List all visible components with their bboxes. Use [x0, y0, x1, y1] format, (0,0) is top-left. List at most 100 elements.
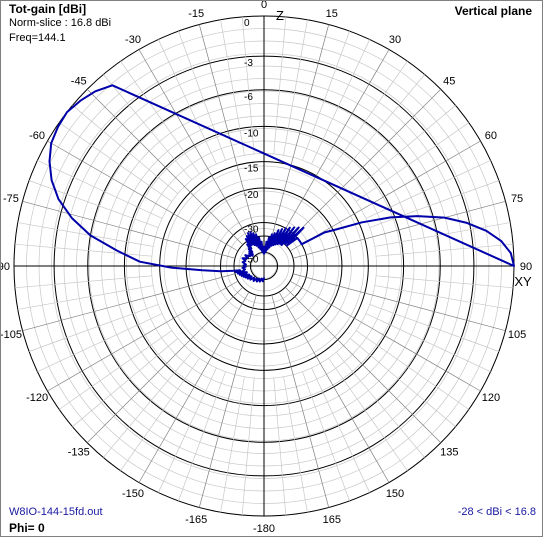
angle-spoke	[103, 74, 192, 181]
radiation-pattern	[48, 84, 515, 283]
angle-tick-label: 15	[326, 8, 338, 20]
angle-spoke	[292, 273, 506, 332]
angle-spoke	[336, 351, 425, 458]
angle-spoke	[14, 243, 152, 257]
angle-spoke	[120, 61, 200, 175]
angle-spoke	[283, 19, 308, 156]
angle-spoke	[86, 286, 244, 444]
angle-spoke	[14, 275, 152, 289]
angle-spoke	[328, 61, 408, 175]
angle-spoke	[302, 30, 350, 161]
angle-spoke	[369, 180, 500, 228]
angle-spoke	[284, 88, 442, 246]
angle-spoke	[369, 304, 500, 352]
angle-tick-label: 120	[482, 392, 500, 404]
phi-label: Phi= 0	[9, 521, 45, 535]
frequency-label: Freq=144.1	[9, 32, 66, 44]
angle-spoke	[47, 140, 239, 252]
angle-spoke	[284, 286, 442, 444]
norm-slice-label: Norm-slice : 16.8 dBi	[9, 17, 112, 29]
angle-spoke	[138, 291, 250, 483]
angle-spoke	[376, 275, 514, 289]
angle-spoke	[336, 74, 425, 181]
angle-spoke	[37, 313, 163, 372]
angle-spoke	[198, 24, 257, 238]
angle-tick-label: -150	[122, 488, 144, 500]
angle-tick-label: -30	[125, 34, 141, 46]
angle-spoke	[158, 367, 217, 493]
radial-tick-label: -3	[244, 58, 253, 69]
angle-tick-label: 0	[261, 1, 267, 11]
angle-spoke	[120, 357, 200, 471]
angle-spoke	[220, 19, 245, 156]
radial-tick-label: -30	[244, 224, 259, 235]
angle-spoke	[289, 140, 481, 252]
angle-spoke	[278, 291, 390, 483]
angle-tick-label: -180	[253, 523, 275, 535]
angle-spoke	[17, 285, 154, 310]
angle-tick-label: -75	[3, 193, 19, 205]
angle-spoke	[311, 367, 370, 493]
angle-spoke	[59, 122, 173, 202]
view-plane-label: Vertical plane	[454, 4, 532, 18]
radial-tick-label: -50	[244, 254, 259, 265]
angle-spoke	[273, 378, 287, 516]
angle-tick-label: -90	[1, 261, 10, 273]
angle-spoke	[22, 273, 236, 332]
angle-spoke	[355, 330, 469, 410]
angle-tick-label: -165	[185, 514, 207, 526]
file-name-label: W8IO-144-15fd.out	[9, 506, 103, 518]
angle-spoke	[198, 294, 257, 508]
angle-spoke	[289, 280, 481, 392]
angle-spoke	[349, 105, 456, 194]
angle-tick-label: -60	[29, 130, 45, 142]
angle-tick-label: -15	[188, 8, 204, 20]
angle-spoke	[59, 330, 173, 410]
radial-tick-label: -15	[244, 164, 259, 175]
xy-axis-label: XY	[514, 274, 532, 289]
angle-tick-label: -135	[68, 446, 90, 458]
angle-spoke	[328, 357, 408, 471]
angle-tick-label: 75	[511, 193, 523, 205]
angle-spoke	[349, 338, 456, 427]
angle-tick-label: 105	[508, 329, 526, 341]
radial-tick-label: -10	[244, 128, 259, 139]
angle-tick-label: 45	[443, 76, 455, 88]
angle-spoke	[271, 24, 330, 238]
angle-spoke	[178, 30, 226, 161]
angle-tick-label: 60	[485, 130, 497, 142]
angle-tick-label: 150	[386, 488, 404, 500]
angle-spoke	[311, 39, 370, 165]
angle-tick-label: -45	[71, 76, 87, 88]
angle-spoke	[86, 88, 244, 246]
angle-spoke	[302, 371, 350, 502]
angle-tick-label: -105	[1, 329, 22, 341]
angle-spoke	[365, 313, 491, 372]
angle-spoke	[72, 338, 179, 427]
angle-spoke	[292, 200, 506, 259]
angle-spoke	[365, 160, 491, 219]
angle-spoke	[22, 200, 236, 259]
angle-tick-label: 90	[520, 261, 532, 273]
angle-tick-label: 30	[389, 34, 401, 46]
angle-spoke	[376, 243, 514, 257]
angle-spoke	[271, 294, 330, 508]
angle-tick-label: 165	[323, 514, 341, 526]
radial-tick-label: -6	[244, 92, 253, 103]
angle-spoke	[17, 222, 154, 247]
angle-spoke	[220, 376, 245, 513]
angle-spoke	[158, 39, 217, 165]
angle-spoke	[374, 285, 511, 310]
radial-tick-label: 0	[244, 18, 250, 29]
angle-spoke	[103, 351, 192, 458]
angle-spoke	[28, 304, 159, 352]
angle-spoke	[273, 16, 287, 154]
angle-spoke	[241, 16, 255, 154]
angle-spoke	[178, 371, 226, 502]
radial-tick-label: -20	[244, 190, 259, 201]
angle-tick-label: 135	[440, 446, 458, 458]
gain-range-label: -28 < dBi < 16.8	[457, 506, 536, 518]
angle-spoke	[283, 376, 308, 513]
